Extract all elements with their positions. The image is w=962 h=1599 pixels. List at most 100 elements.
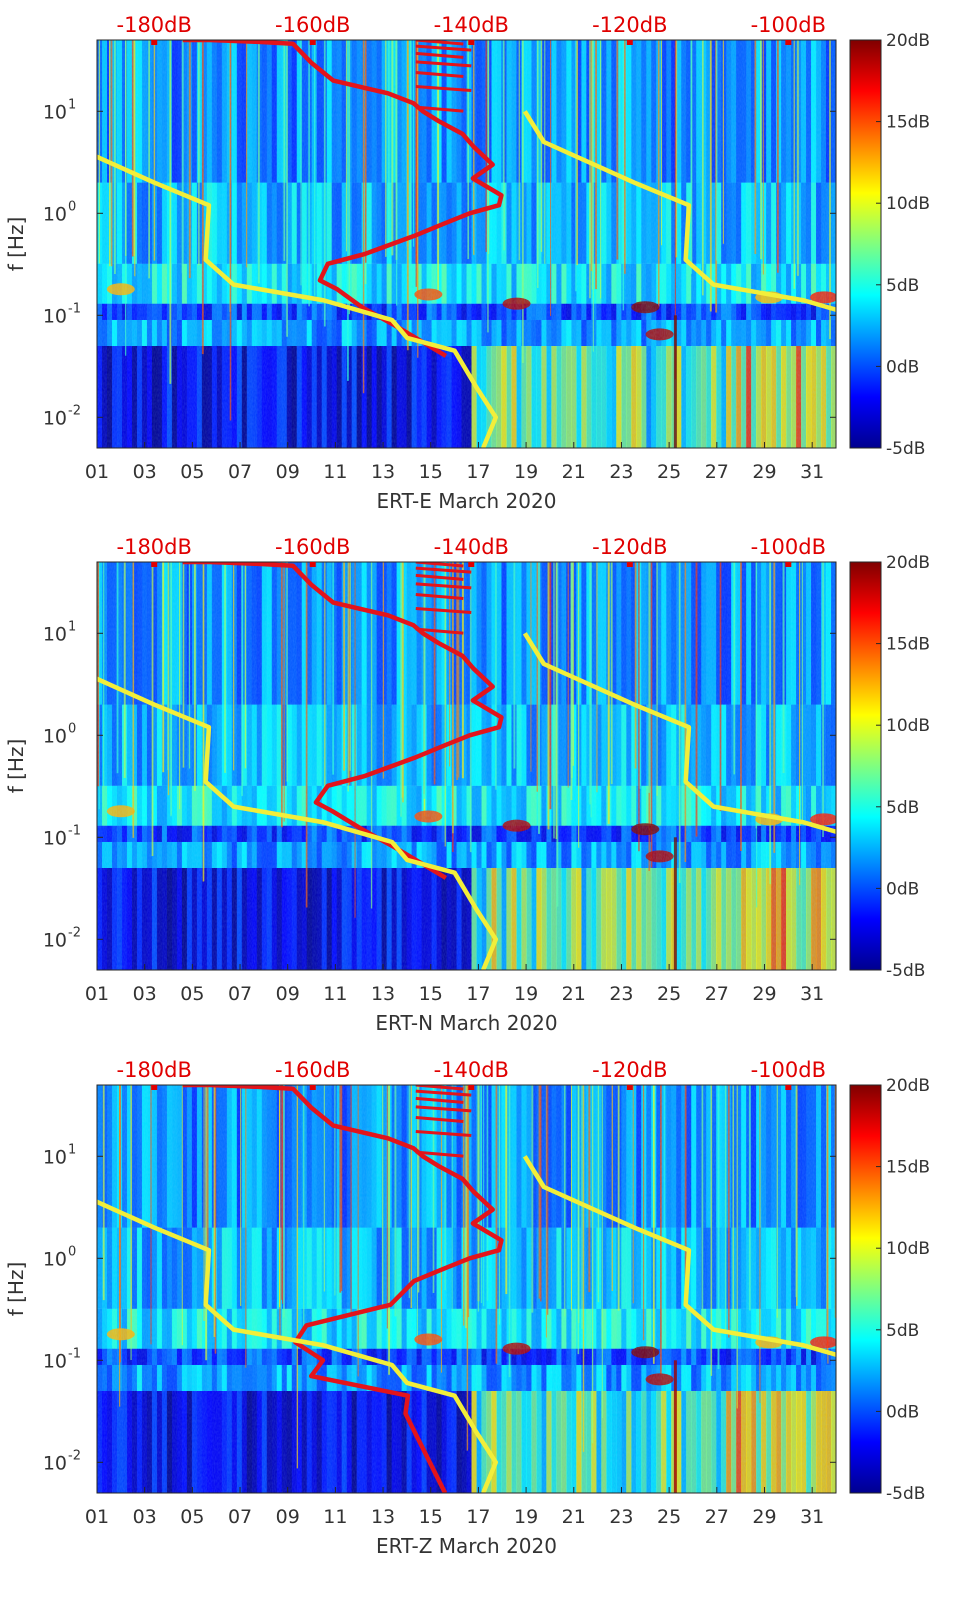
colorbar: [849, 1084, 882, 1494]
y-tick-label: 10: [43, 725, 67, 747]
y-tick-exponent: -2: [68, 925, 81, 940]
top-db-tick: [626, 562, 633, 567]
top-db-tick-label: -160dB: [275, 535, 350, 559]
colorbar-tick-label: 5dB: [886, 1321, 919, 1341]
top-db-tick-label: -100dB: [751, 535, 826, 559]
x-tick-label: 11: [323, 983, 347, 1005]
x-tick-label: 27: [705, 1506, 729, 1528]
top-db-tick-label: -180dB: [117, 535, 192, 559]
panel-ert-n: 01 03 05 07 09 11 13 15 17 19 21 23 25 27 29 3110-210-1…: [4, 535, 930, 1035]
y-tick-label: 10: [43, 929, 67, 951]
top-db-tick-label: -100dB: [751, 13, 826, 37]
x-tick-label: 03: [133, 461, 157, 483]
x-tick-label: 25: [657, 983, 681, 1005]
x-tick-label: 17: [466, 1506, 490, 1528]
x-tick-label: 31: [800, 461, 824, 483]
x-tick-label: 25: [657, 1506, 681, 1528]
curve-yellow-right: [522, 632, 836, 834]
colorbar-tick-label: -5dB: [886, 439, 925, 459]
x-tick-label: 07: [228, 983, 252, 1005]
colorbar-tick-label: 10dB: [886, 194, 930, 214]
y-tick-exponent: -2: [68, 403, 81, 418]
axes-frame: [96, 1084, 837, 1494]
top-db-tick: [309, 40, 316, 45]
x-tick-label: 23: [609, 461, 633, 483]
y-tick-exponent: -1: [68, 301, 81, 316]
x-tick-label: 21: [562, 1506, 586, 1528]
top-db-tick: [785, 40, 792, 45]
top-db-tick: [626, 1085, 633, 1090]
x-tick-label: 03: [133, 1506, 157, 1528]
curve-red: [182, 40, 504, 358]
curve-red-fringe: [415, 51, 464, 59]
curve-red-fringe: [415, 1096, 464, 1104]
curve-red-fringe: [415, 607, 472, 615]
x-tick-label: 01: [85, 461, 109, 483]
colorbar: [849, 561, 882, 971]
colorbar-tick-label: 0dB: [886, 357, 919, 377]
x-tick-label: 29: [752, 461, 776, 483]
x-tick-label: 21: [562, 983, 586, 1005]
x-tick-label: 15: [419, 1506, 443, 1528]
y-tick-exponent: -1: [68, 1346, 81, 1361]
x-tick-label: 21: [562, 461, 586, 483]
curve-yellow: [97, 676, 499, 970]
x-axis-label: ERT-E March 2020: [377, 489, 557, 513]
y-tick-exponent: 0: [68, 199, 76, 214]
curve-red-fringe: [415, 566, 472, 574]
x-tick-label: 11: [323, 1506, 347, 1528]
top-db-tick: [468, 40, 475, 45]
curve-red: [182, 562, 504, 880]
top-db-tick: [309, 562, 316, 567]
x-tick-label: 09: [276, 461, 300, 483]
y-tick-exponent: -2: [68, 1448, 81, 1463]
axes-frame: [96, 39, 837, 449]
top-db-tick: [468, 1085, 475, 1090]
spectrogram-area: [97, 1085, 836, 1493]
y-tick-label: 10: [43, 101, 67, 123]
top-db-tick: [785, 562, 792, 567]
top-db-tick: [468, 562, 475, 567]
y-tick-label: 10: [43, 407, 67, 429]
x-tick-label: 29: [752, 1506, 776, 1528]
x-tick-label: 15: [419, 983, 443, 1005]
y-tick-label: 10: [43, 203, 67, 225]
top-db-tick-label: -160dB: [275, 13, 350, 37]
curve-red: [182, 1085, 504, 1493]
x-tick-label: 17: [466, 983, 490, 1005]
curve-red-fringe: [415, 71, 464, 79]
colorbar: [849, 39, 882, 449]
curve-red-fringe: [415, 1085, 464, 1091]
colorbar-tick-label: 0dB: [886, 879, 919, 899]
colorbar-tick-label: 15dB: [886, 1158, 930, 1178]
top-db-tick-label: -120dB: [592, 535, 667, 559]
x-tick-label: 09: [276, 1506, 300, 1528]
x-axis-label: ERT-Z March 2020: [376, 1534, 557, 1558]
y-tick-exponent: -1: [68, 823, 81, 838]
y-axis-label: f [Hz]: [4, 217, 28, 272]
x-tick-label: 23: [609, 983, 633, 1005]
curve-red-fringe: [415, 573, 464, 581]
curve-red-fringe: [415, 40, 464, 46]
y-tick-exponent: 1: [68, 619, 76, 634]
x-tick-label: 11: [323, 461, 347, 483]
x-tick-label: 23: [609, 1506, 633, 1528]
top-db-tick-label: -140dB: [434, 13, 509, 37]
x-tick-label: 03: [133, 983, 157, 1005]
x-tick-label: 05: [180, 983, 204, 1005]
colorbar-tick-label: 0dB: [886, 1402, 919, 1422]
colorbar-tick-label: 5dB: [886, 798, 919, 818]
y-tick-label: 10: [43, 1146, 67, 1168]
top-db-tick: [151, 562, 158, 567]
top-db-tick: [309, 1085, 316, 1090]
x-tick-label: 09: [276, 983, 300, 1005]
top-db-tick-label: -140dB: [434, 1058, 509, 1082]
curve-red-fringe: [415, 1089, 472, 1097]
top-db-tick-label: -120dB: [592, 1058, 667, 1082]
x-tick-label: 13: [371, 1506, 395, 1528]
curve-red-fringe: [415, 627, 464, 635]
x-tick-label: 25: [657, 461, 681, 483]
x-tick-label: 01: [85, 983, 109, 1005]
curve-red-fringe: [415, 60, 472, 68]
